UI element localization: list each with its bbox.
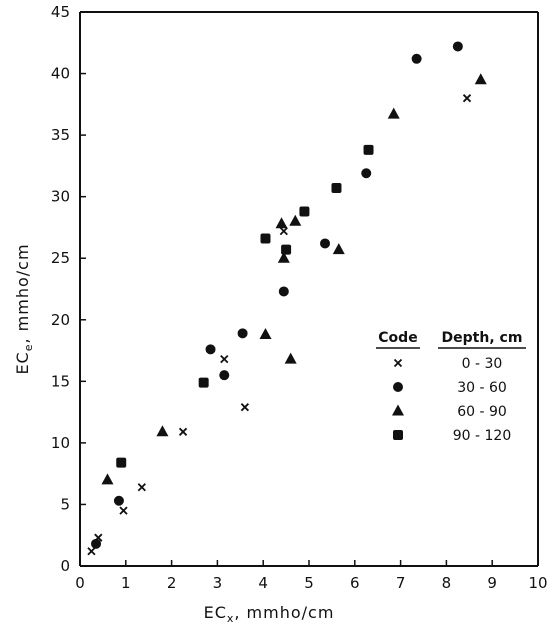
data-point-circle [237,328,248,339]
data-point-circle [113,495,124,506]
y-axis-title-unit: , mmho/cm [13,243,32,343]
data-point-triangle [474,73,487,85]
y-tick-label: 10 [51,434,70,452]
data-point-x [137,483,146,492]
data-point-square [331,183,342,194]
data-point-triangle [284,352,297,364]
legend-label: 60 - 90 [457,404,507,420]
legend-label: 90 - 120 [453,428,512,444]
data-point-x [220,355,229,364]
x-tick-label: 3 [213,574,223,592]
x-tick-label: 7 [396,574,406,592]
data-point-x [279,227,288,236]
data-point-circle [320,238,331,249]
x-axis-title-subscript: x [227,612,235,625]
data-point-circle [91,538,102,549]
data-point-triangle [332,243,345,255]
data-point-circle [361,168,372,179]
x-axis-title: ECx, mmho/cm [204,603,335,625]
legend-marker-square [393,430,403,440]
legend-depth-header: Depth, cm [442,330,523,346]
data-point-circle [452,41,463,52]
y-axis-title: ECe, mmho/cm [13,243,35,374]
x-tick-label: 2 [167,574,177,592]
data-point-triangle [156,425,169,437]
data-point-circle [278,286,289,297]
y-axis-title-subscript: e [22,343,35,351]
y-tick-label: 25 [51,249,70,267]
y-tick-label: 35 [51,126,70,144]
y-tick-label: 15 [51,372,70,390]
data-point-triangle [289,214,302,226]
data-point-circle [411,53,422,64]
y-tick-label: 0 [60,557,70,575]
data-point-triangle [259,328,272,340]
data-point-x [119,506,128,515]
x-tick-label: 6 [350,574,360,592]
legend-marker-x [393,358,403,368]
x-tick-label: 8 [442,574,452,592]
legend-marker-triangle [392,404,404,416]
x-axis-title-main: EC [204,603,227,622]
y-axis-title-main: EC [13,351,32,374]
x-tick-label: 0 [75,574,85,592]
x-axis-title-unit: , mmho/cm [234,603,334,622]
x-tick-label: 5 [304,574,314,592]
legend-label: 0 - 30 [462,356,503,372]
data-point-x [240,403,250,412]
data-points [87,41,487,556]
x-tick-label: 9 [487,574,497,592]
data-point-circle [219,370,230,381]
data-point-circle [205,344,216,355]
legend-label: 30 - 60 [457,380,507,396]
data-point-triangle [387,107,400,119]
data-point-triangle [275,217,288,229]
data-point-square [281,244,292,255]
legend-code-header: Code [378,330,417,346]
y-tick-label: 5 [60,495,70,513]
data-point-triangle [101,473,114,485]
data-point-square [260,233,271,244]
data-point-square [116,457,127,468]
data-point-square [299,206,310,217]
legend-marker-circle [393,382,403,392]
data-point-square [363,144,374,155]
legend: Code Depth, cm 0 - 30 30 - 60 60 - 90 90 - … [376,330,526,444]
y-tick-label: 45 [51,3,70,21]
y-tick-label: 40 [51,65,70,83]
x-tick-label: 1 [121,574,131,592]
y-tick-label: 30 [51,188,70,206]
data-point-x [178,427,188,436]
y-tick-label: 20 [51,311,70,329]
legend-entries: 0 - 30 30 - 60 60 - 90 90 - 120 [392,356,511,444]
x-tick-label: 4 [258,574,268,592]
data-point-triangle [277,251,290,263]
x-tick-label: 10 [528,574,547,592]
data-point-x [87,547,96,556]
data-point-square [198,377,209,388]
data-point-x [462,94,472,103]
